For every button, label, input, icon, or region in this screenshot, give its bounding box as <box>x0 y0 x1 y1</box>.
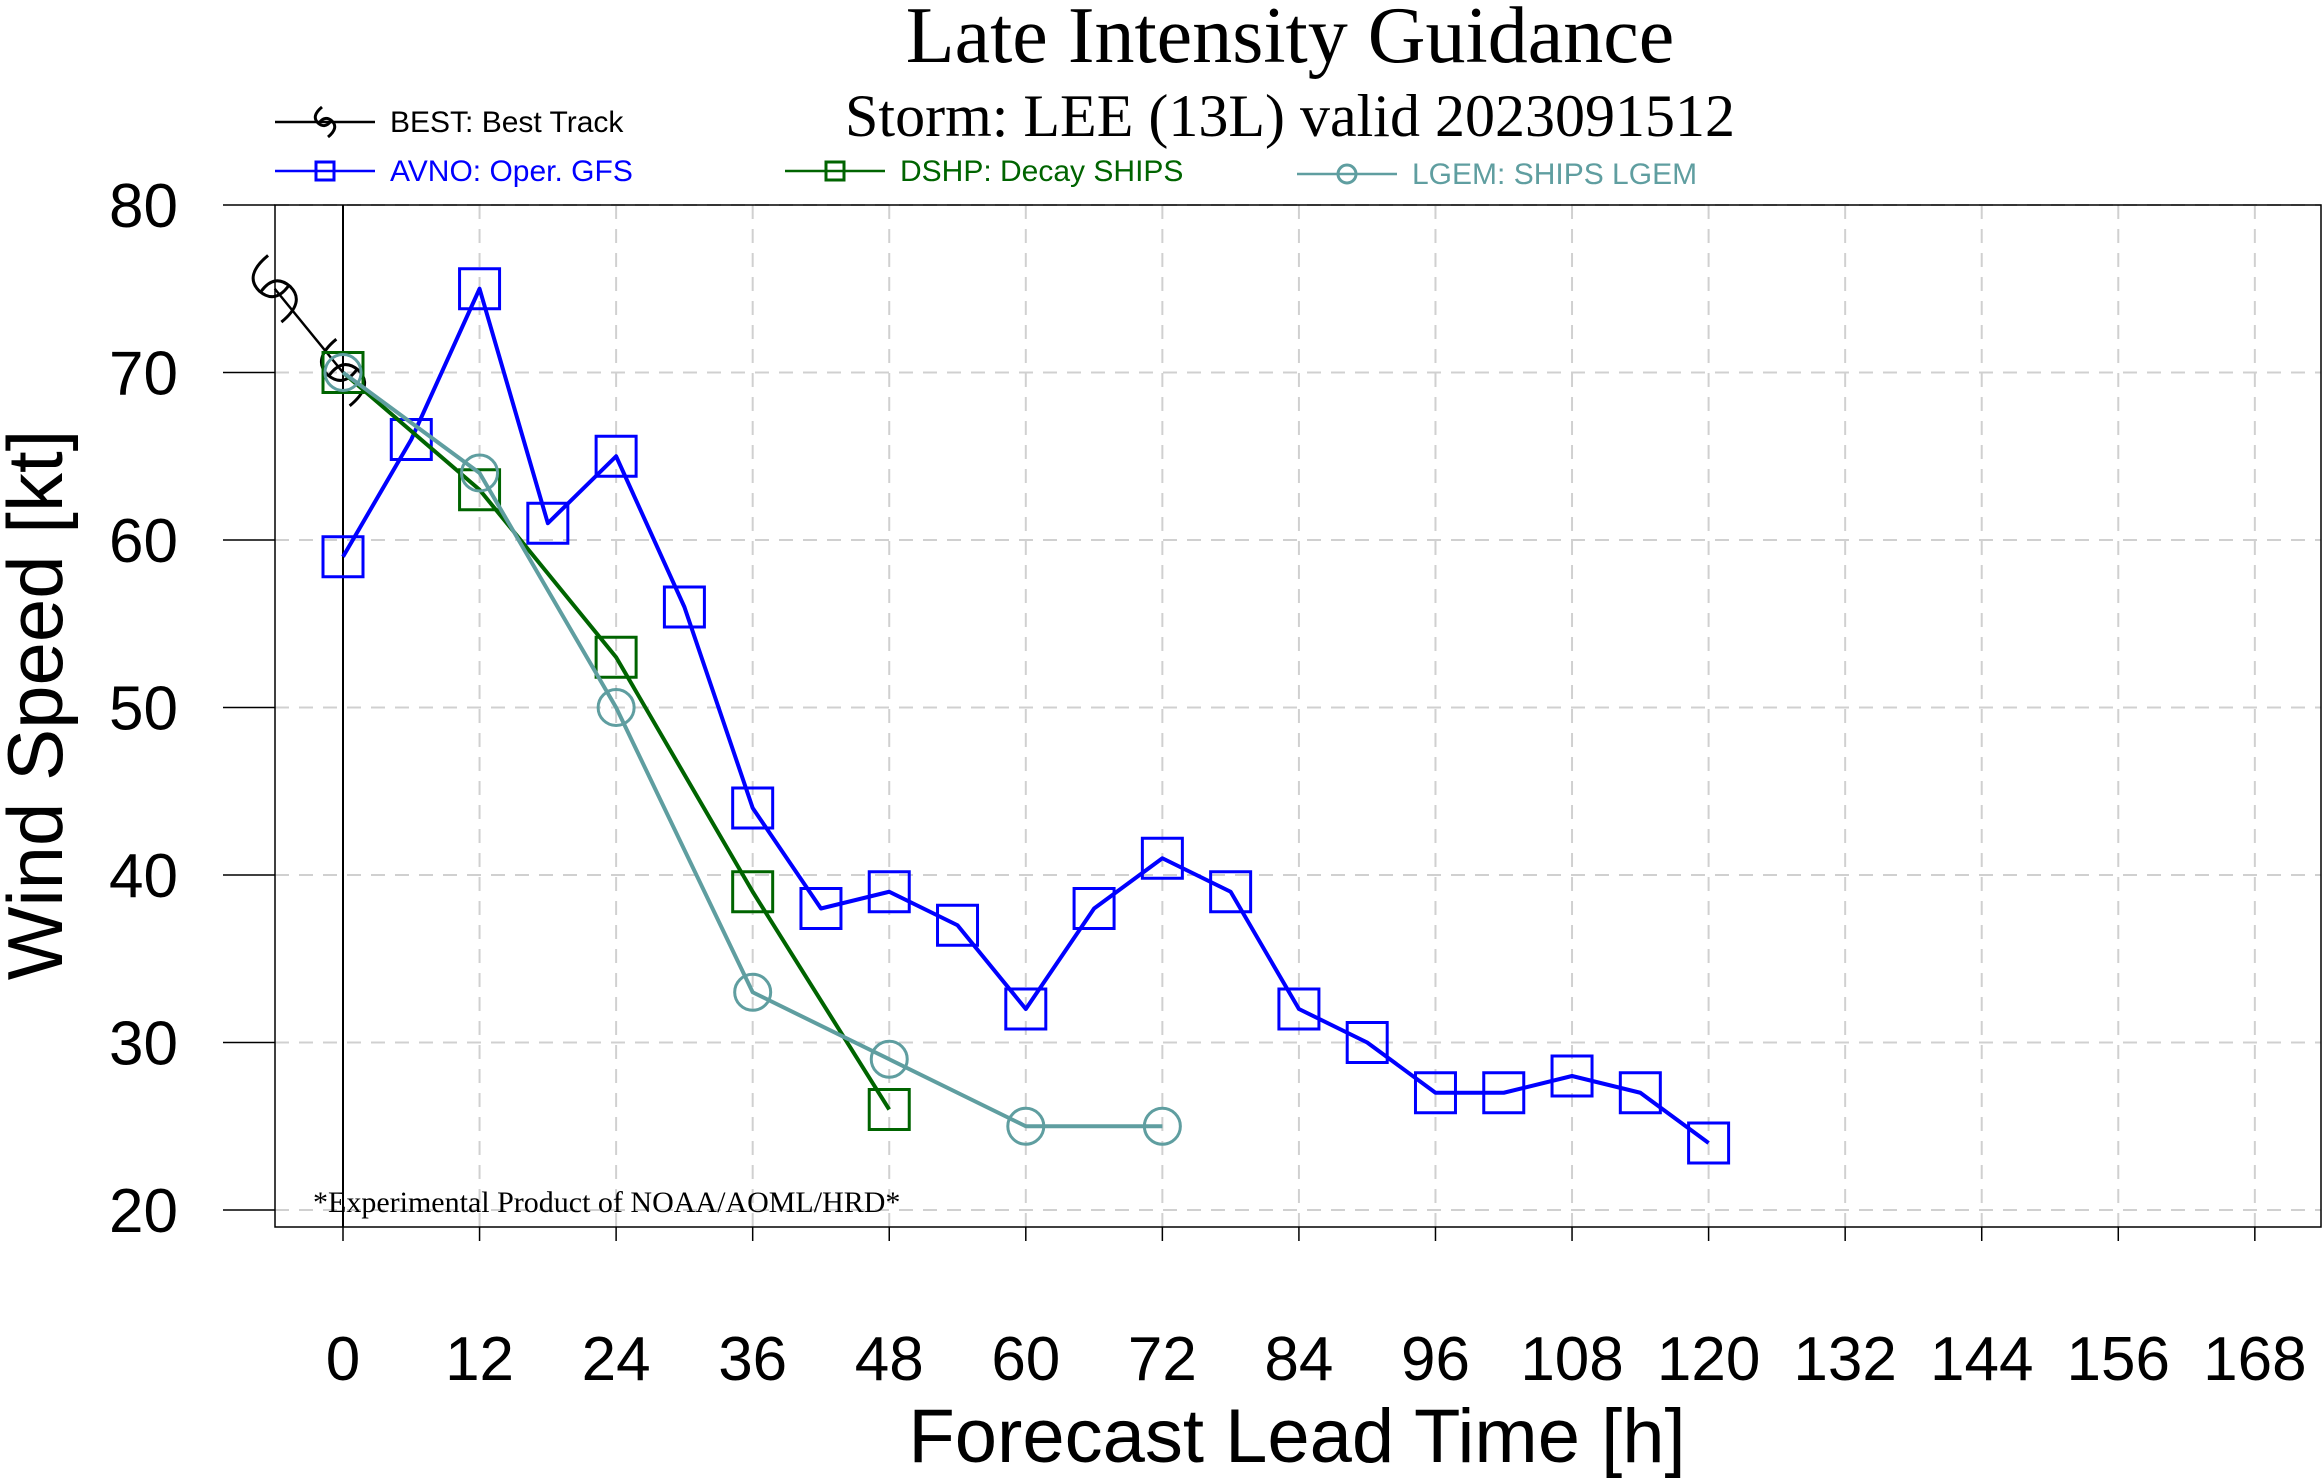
annotation: *Experimental Product of NOAA/AOML/HRD* <box>313 1186 900 1219</box>
data-point-avno <box>458 267 502 311</box>
x-tick-label: 168 <box>2203 1325 2306 1394</box>
x-axis: 0 12 24 36 48 60 72 84 96 108 120 132 144 156 168 <box>326 1227 2307 1394</box>
x-tick-label: 84 <box>1264 1325 1333 1394</box>
y-tick-label: 20 <box>109 1177 178 1246</box>
legend-swatch-marker <box>1336 163 1358 185</box>
data-point-avno <box>321 535 365 579</box>
data-point-avno <box>731 786 775 830</box>
data-point-avno <box>1277 987 1321 1031</box>
legend-label: AVNO: Oper. GFS <box>390 155 633 188</box>
x-tick-label: 108 <box>1520 1325 1623 1394</box>
data-point-lgem <box>596 688 636 727</box>
data-point-avno <box>594 434 638 478</box>
data-point-lgem <box>869 1039 909 1079</box>
series-line-avno <box>341 286 1710 1145</box>
x-tick-label: 24 <box>582 1325 651 1394</box>
x-tick-label: 96 <box>1401 1325 1470 1394</box>
series-lgem <box>323 353 1182 1146</box>
legend-item-dshp: DSHP: Decay SHIPS <box>785 155 1183 188</box>
series-avno <box>321 267 1731 1165</box>
data-point-avno <box>1209 870 1253 914</box>
legend-swatch-marker <box>824 160 846 182</box>
x-axis-label: Forecast Lead Time [h] <box>908 1394 1685 1479</box>
data-point-lgem <box>460 453 500 493</box>
y-tick-label: 50 <box>109 675 178 744</box>
data-point-dshp <box>731 870 775 914</box>
data-point-lgem <box>733 972 773 1012</box>
chart-subtitle: Storm: LEE (13L) valid 2023091512 <box>845 83 1735 149</box>
x-tick-label: 132 <box>1793 1325 1896 1394</box>
series-dshp <box>321 351 911 1131</box>
series-line-lgem <box>341 370 1163 1129</box>
y-tick-label: 80 <box>109 172 178 241</box>
series-best <box>251 254 367 407</box>
data-point-avno <box>526 501 570 545</box>
legend: BEST: Best Track AVNO: Oper. GFS DSHP: Dec… <box>275 105 1697 191</box>
data-point-avno <box>1687 1121 1731 1165</box>
y-tick-label: 30 <box>109 1010 178 1079</box>
data-point-avno <box>1140 836 1184 880</box>
data-point-dshp <box>321 351 365 394</box>
legend-item-avno: AVNO: Oper. GFS <box>275 155 633 188</box>
data-point-lgem <box>1006 1106 1046 1146</box>
series-layer <box>251 254 1731 1165</box>
legend-label: BEST: Best Track <box>390 106 624 139</box>
legend-swatch-marker <box>314 160 336 182</box>
y-axis: 20 30 40 50 60 70 80 <box>109 172 275 1246</box>
data-point-lgem <box>323 353 363 392</box>
data-point-dshp <box>594 635 638 679</box>
data-point-avno <box>799 887 843 930</box>
series-line-best <box>273 287 344 374</box>
legend-swatch-marker <box>313 105 337 139</box>
legend-label: DSHP: Decay SHIPS <box>900 155 1183 188</box>
series-line-dshp <box>341 370 891 1111</box>
y-tick-label: 40 <box>109 842 178 911</box>
legend-item-lgem: LGEM: SHIPS LGEM <box>1297 158 1697 191</box>
legend-label: LGEM: SHIPS LGEM <box>1412 158 1697 191</box>
x-tick-label: 0 <box>326 1325 360 1394</box>
y-tick-label: 70 <box>109 340 178 409</box>
data-point-avno <box>662 585 706 629</box>
data-point-avno <box>1072 887 1116 930</box>
data-point-avno <box>1413 1071 1457 1115</box>
x-tick-label: 60 <box>991 1325 1060 1394</box>
grid-lines <box>275 204 2321 1227</box>
x-tick-label: 12 <box>445 1325 514 1394</box>
y-axis-label: Wind Speed [kt] <box>0 430 79 981</box>
data-point-avno <box>867 870 911 914</box>
data-point-avno <box>1618 1071 1662 1115</box>
data-point-avno <box>1004 987 1048 1031</box>
x-tick-label: 72 <box>1128 1325 1197 1394</box>
chart-title: Late Intensity Guidance <box>906 0 1675 80</box>
data-point-dshp <box>458 468 502 512</box>
x-tick-label: 120 <box>1657 1325 1760 1394</box>
data-point-avno <box>1550 1054 1594 1098</box>
legend-item-best: BEST: Best Track <box>275 105 624 139</box>
x-tick-label: 48 <box>855 1325 924 1394</box>
plot-frame <box>274 204 2322 1228</box>
data-point-avno <box>1482 1071 1526 1115</box>
x-tick-label: 36 <box>718 1325 787 1394</box>
x-tick-label: 156 <box>2067 1325 2170 1394</box>
x-tick-label: 144 <box>1930 1325 2033 1394</box>
data-point-lgem <box>1142 1106 1182 1146</box>
data-point-dshp <box>867 1088 911 1131</box>
data-point-avno <box>936 903 980 947</box>
data-point-avno <box>1345 1021 1389 1064</box>
y-tick-label: 60 <box>109 507 178 576</box>
data-point-best <box>251 254 298 324</box>
